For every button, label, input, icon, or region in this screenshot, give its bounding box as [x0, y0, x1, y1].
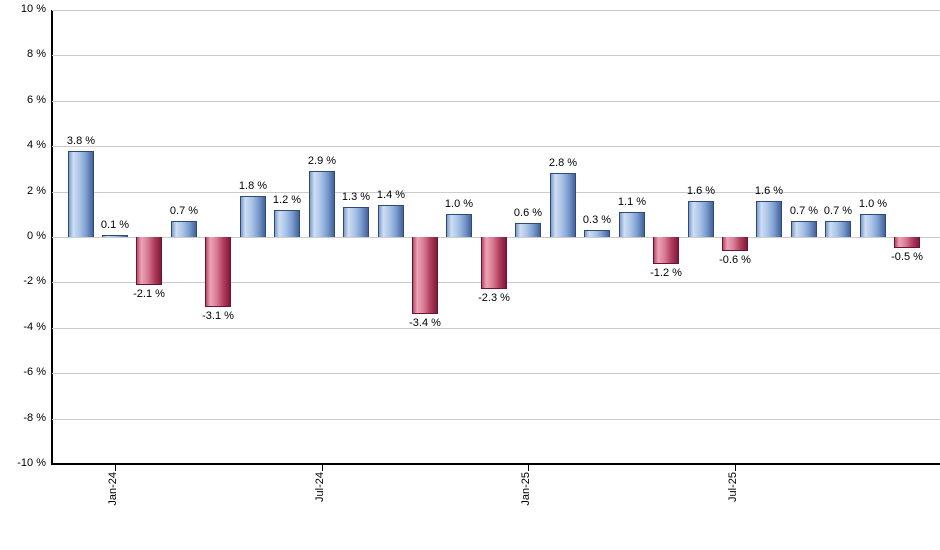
- bar-value-label: 0.7 %: [789, 205, 819, 217]
- y-axis-tick-label: -4 %: [23, 321, 46, 333]
- bar: [515, 223, 541, 237]
- gridline: [52, 373, 940, 374]
- x-axis-tick-label: Jul-25: [727, 472, 739, 502]
- bar: [171, 221, 197, 237]
- x-axis-tick-mark: [735, 465, 736, 471]
- x-axis-tick-mark: [528, 465, 529, 471]
- bar: [653, 237, 679, 264]
- bar: [584, 230, 610, 237]
- bar: [102, 235, 128, 237]
- gridline: [52, 55, 940, 56]
- bar-value-label: 1.3 %: [341, 191, 371, 203]
- bar: [860, 214, 886, 237]
- bar-value-label: -2.1 %: [133, 288, 165, 300]
- x-axis-tick-mark: [115, 465, 116, 471]
- bar: [309, 171, 335, 237]
- bar: [343, 207, 369, 237]
- bar-value-label: 0.3 %: [582, 214, 612, 226]
- x-axis-tick-label: Jul-24: [314, 472, 326, 502]
- bar: [550, 173, 576, 237]
- bar-value-label: 1.6 %: [754, 185, 784, 197]
- bar: [791, 221, 817, 237]
- bar: [412, 237, 438, 314]
- bar: [481, 237, 507, 289]
- bar: [756, 201, 782, 237]
- bar-value-label: -0.6 %: [719, 254, 751, 266]
- bar-value-label: 1.0 %: [858, 198, 888, 210]
- bar: [894, 237, 920, 248]
- bar: [446, 214, 472, 237]
- x-axis-tick-mark: [322, 465, 323, 471]
- y-axis-tick-label: -6 %: [23, 366, 46, 378]
- bar: [722, 237, 748, 251]
- y-axis-tick-label: 10 %: [20, 3, 46, 15]
- bar: [688, 201, 714, 237]
- bar: [136, 237, 162, 285]
- bar-value-label: -3.1 %: [202, 310, 234, 322]
- y-axis-tick-label: 2 %: [27, 185, 46, 197]
- bar-value-label: -1.2 %: [650, 267, 682, 279]
- bar-value-label: 2.9 %: [307, 155, 337, 167]
- bar-value-label: 1.8 %: [238, 180, 268, 192]
- bar-value-label: -2.3 %: [478, 292, 510, 304]
- y-axis-tick-label: 6 %: [27, 94, 46, 106]
- bar: [378, 205, 404, 237]
- bar-value-label: 1.1 %: [617, 196, 647, 208]
- y-axis-tick-label: -8 %: [23, 412, 46, 424]
- bar: [68, 151, 94, 237]
- bar-value-label: 1.2 %: [272, 194, 302, 206]
- gridline: [52, 419, 940, 420]
- gridline: [52, 192, 940, 193]
- bar-value-label: 0.7 %: [823, 205, 853, 217]
- plot-area: 3.8 % 0.1 % -2.1 % 0.7 % -3.1 % 1.8 % 1.2 % 2.9…: [52, 10, 940, 464]
- x-axis-tick-label: Jan-25: [520, 472, 532, 506]
- bar-value-label: -3.4 %: [409, 317, 441, 329]
- x-axis-tick-label: Jan-24: [107, 472, 119, 506]
- bar-value-label: 0.6 %: [513, 207, 543, 219]
- bar: [825, 221, 851, 237]
- y-axis-tick-label: 0 %: [27, 230, 46, 242]
- bar: [619, 212, 645, 237]
- gridline: [52, 328, 940, 329]
- y-axis-tick-label: 4 %: [27, 139, 46, 151]
- bar-value-label: 1.4 %: [376, 189, 406, 201]
- y-axis-tick-label: 8 %: [27, 48, 46, 60]
- bar-value-label: -0.5 %: [891, 251, 923, 263]
- bar-value-label: 1.0 %: [444, 198, 474, 210]
- bar-value-label: 1.6 %: [686, 185, 716, 197]
- bar: [240, 196, 266, 237]
- bar: [205, 237, 231, 307]
- y-axis-tick-label: -2 %: [23, 275, 46, 287]
- x-axis-line: [51, 463, 940, 465]
- bar: [274, 210, 300, 237]
- bar-value-label: 3.8 %: [66, 135, 96, 147]
- gridline: [52, 146, 940, 147]
- y-axis-tick-label: -10 %: [17, 457, 46, 469]
- bar-value-label: 0.1 %: [100, 219, 130, 231]
- bar-value-label: 2.8 %: [548, 157, 578, 169]
- bar-value-label: 0.7 %: [169, 205, 199, 217]
- gridline: [52, 10, 940, 11]
- gridline: [52, 101, 940, 102]
